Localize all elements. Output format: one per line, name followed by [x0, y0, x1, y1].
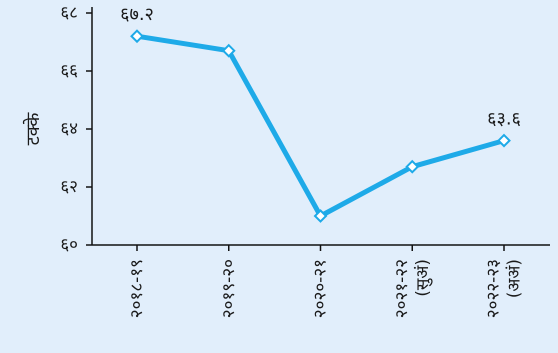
x-tick-label-line: २०२२-२३	[484, 259, 504, 318]
axes	[91, 7, 550, 246]
data-point	[130, 29, 144, 44]
x-tick-label-line: २०२१-२२	[392, 259, 412, 318]
data-label: ६७.२	[120, 4, 154, 25]
data-labels: ६७.२ ६३.६	[120, 4, 521, 129]
data-point	[221, 43, 236, 58]
data-label: ६३.६	[487, 109, 521, 130]
x-tick-label: २०२०-२१	[311, 259, 331, 318]
x-tick-label-line: २०२०-२१	[311, 259, 331, 318]
x-tick-label: २०२१-२२ (सुअं)	[392, 259, 433, 318]
x-tick-label: २०१९-२०	[219, 259, 239, 318]
x-tick-label-line: २०१८-१९	[127, 259, 147, 318]
y-tick-label: ६२	[60, 177, 78, 197]
x-tick-label: २०२२-२३ (अअं)	[484, 259, 525, 318]
data-point	[497, 133, 511, 148]
y-axis-label: टक्के	[22, 111, 44, 145]
x-tick-label-line: २०१९-२०	[219, 259, 239, 318]
x-tick-label-line: (अअं)	[505, 259, 525, 298]
y-tick-label: ६८	[60, 3, 78, 23]
x-tick-label-line: (सुअं)	[413, 259, 433, 297]
series-line	[134, 33, 507, 219]
series-layer	[130, 29, 511, 223]
y-axis-ticks: ६० ६२ ६४ ६६ ६८	[60, 3, 92, 255]
x-tick-label: २०१८-१९	[127, 259, 147, 318]
y-tick-label: ६६	[60, 61, 78, 81]
y-tick-label: ६४	[60, 119, 78, 139]
x-axis-ticks: २०१८-१९ २०१९-२० २०२०-२१ २०२१-२२ (सुअं) २०२२-२…	[127, 245, 525, 318]
y-tick-label: ६०	[60, 235, 78, 255]
data-point	[405, 159, 420, 174]
data-point	[313, 209, 328, 223]
